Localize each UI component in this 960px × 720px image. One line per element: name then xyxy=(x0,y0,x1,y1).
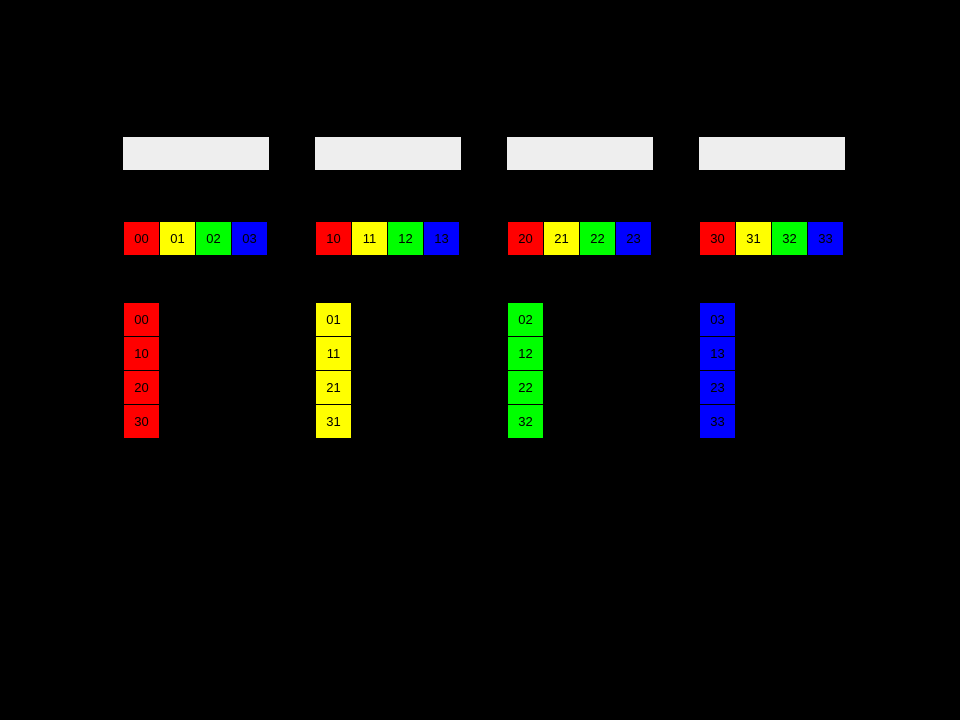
send-buffer-cell: 11 xyxy=(351,221,388,256)
recv-buffer-cell: 10 xyxy=(123,336,160,371)
process-group-2: 20 21 22 23 02 12 22 32 xyxy=(507,0,653,720)
send-buffer-row: 20 21 22 23 xyxy=(507,221,652,256)
process-label-bar xyxy=(699,137,845,170)
recv-buffer-cell: 32 xyxy=(507,404,544,439)
recv-buffer-column: 02 12 22 32 xyxy=(507,302,544,439)
recv-buffer-cell: 01 xyxy=(315,302,352,337)
recv-buffer-cell: 02 xyxy=(507,302,544,337)
process-label-bar xyxy=(507,137,653,170)
send-buffer-cell: 32 xyxy=(771,221,808,256)
send-buffer-row: 10 11 12 13 xyxy=(315,221,460,256)
recv-buffer-cell: 22 xyxy=(507,370,544,405)
send-buffer-row: 30 31 32 33 xyxy=(699,221,844,256)
send-buffer-cell: 22 xyxy=(579,221,616,256)
process-group-1: 10 11 12 13 01 11 21 31 xyxy=(315,0,461,720)
recv-buffer-column: 03 13 23 33 xyxy=(699,302,736,439)
process-label-bar xyxy=(123,137,269,170)
send-buffer-cell: 02 xyxy=(195,221,232,256)
recv-buffer-column: 01 11 21 31 xyxy=(315,302,352,439)
send-buffer-cell: 31 xyxy=(735,221,772,256)
send-buffer-cell: 13 xyxy=(423,221,460,256)
send-buffer-cell: 01 xyxy=(159,221,196,256)
send-buffer-cell: 12 xyxy=(387,221,424,256)
recv-buffer-cell: 33 xyxy=(699,404,736,439)
send-buffer-cell: 23 xyxy=(615,221,652,256)
send-buffer-cell: 20 xyxy=(507,221,544,256)
recv-buffer-cell: 20 xyxy=(123,370,160,405)
recv-buffer-cell: 31 xyxy=(315,404,352,439)
send-buffer-cell: 00 xyxy=(123,221,160,256)
recv-buffer-cell: 00 xyxy=(123,302,160,337)
send-buffer-row: 00 01 02 03 xyxy=(123,221,268,256)
process-group-0: 00 01 02 03 00 10 20 30 xyxy=(123,0,269,720)
recv-buffer-cell: 13 xyxy=(699,336,736,371)
send-buffer-cell: 30 xyxy=(699,221,736,256)
send-buffer-cell: 10 xyxy=(315,221,352,256)
send-buffer-cell: 21 xyxy=(543,221,580,256)
recv-buffer-cell: 03 xyxy=(699,302,736,337)
recv-buffer-cell: 11 xyxy=(315,336,352,371)
recv-buffer-cell: 21 xyxy=(315,370,352,405)
send-buffer-cell: 03 xyxy=(231,221,268,256)
recv-buffer-cell: 30 xyxy=(123,404,160,439)
recv-buffer-cell: 12 xyxy=(507,336,544,371)
send-buffer-cell: 33 xyxy=(807,221,844,256)
recv-buffer-column: 00 10 20 30 xyxy=(123,302,160,439)
process-group-3: 30 31 32 33 03 13 23 33 xyxy=(699,0,845,720)
process-label-bar xyxy=(315,137,461,170)
recv-buffer-cell: 23 xyxy=(699,370,736,405)
